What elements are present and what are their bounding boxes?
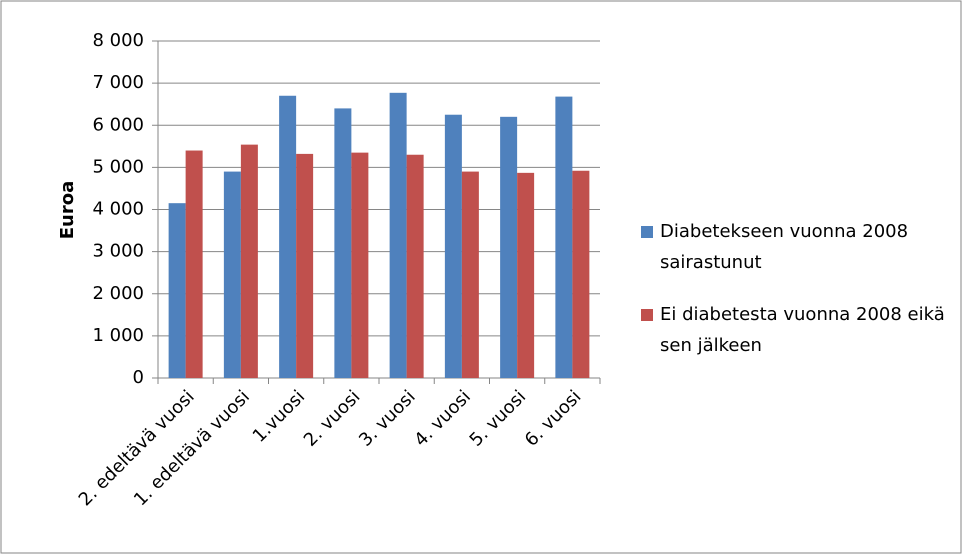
y-tick-label: 3 000 <box>92 241 144 262</box>
legend-label: Diabetekseen vuonna 2008 sairastunut <box>660 221 909 273</box>
bar <box>461 171 479 378</box>
x-tick-label: 2. vuosi <box>300 386 365 451</box>
bar <box>279 95 297 378</box>
y-axis-title: Euroa <box>57 181 78 240</box>
legend-label: Ei diabetesta vuonna 2008 eikä sen jälke… <box>660 304 945 356</box>
bar <box>223 171 241 378</box>
legend-swatch <box>641 309 653 321</box>
bar <box>555 96 573 378</box>
x-tick-label: 5. vuosi <box>466 386 531 451</box>
bar <box>185 150 203 378</box>
bar <box>389 92 407 378</box>
bar <box>500 116 518 378</box>
y-tick-label: 0 <box>133 367 144 388</box>
bar <box>168 203 186 378</box>
x-tick-label: 3. vuosi <box>355 386 420 451</box>
bar <box>406 154 424 378</box>
bar <box>444 114 462 378</box>
y-tick-label: 7 000 <box>92 72 144 93</box>
y-tick-label: 5 000 <box>92 156 144 177</box>
x-tick-label: 6. vuosi <box>521 386 586 451</box>
legend-entry: Ei diabetesta vuonna 2008 eikä sen jälke… <box>641 299 963 361</box>
legend-entry: Diabetekseen vuonna 2008 sairastunut <box>641 216 920 278</box>
y-tick-label: 4 000 <box>92 199 144 220</box>
y-tick-label: 1 000 <box>92 325 144 346</box>
x-tick-label: 4. vuosi <box>410 386 475 451</box>
bar <box>572 170 590 378</box>
y-tick-label: 6 000 <box>92 114 144 135</box>
x-tick-label: 1.vuosi <box>249 386 310 447</box>
bar <box>517 172 535 378</box>
legend-swatch <box>641 226 653 238</box>
y-tick-label: 8 000 <box>92 30 144 51</box>
bar <box>334 108 352 379</box>
y-tick-label: 2 000 <box>92 283 144 304</box>
bar <box>240 144 258 378</box>
bar <box>296 153 314 378</box>
bar <box>351 152 369 378</box>
